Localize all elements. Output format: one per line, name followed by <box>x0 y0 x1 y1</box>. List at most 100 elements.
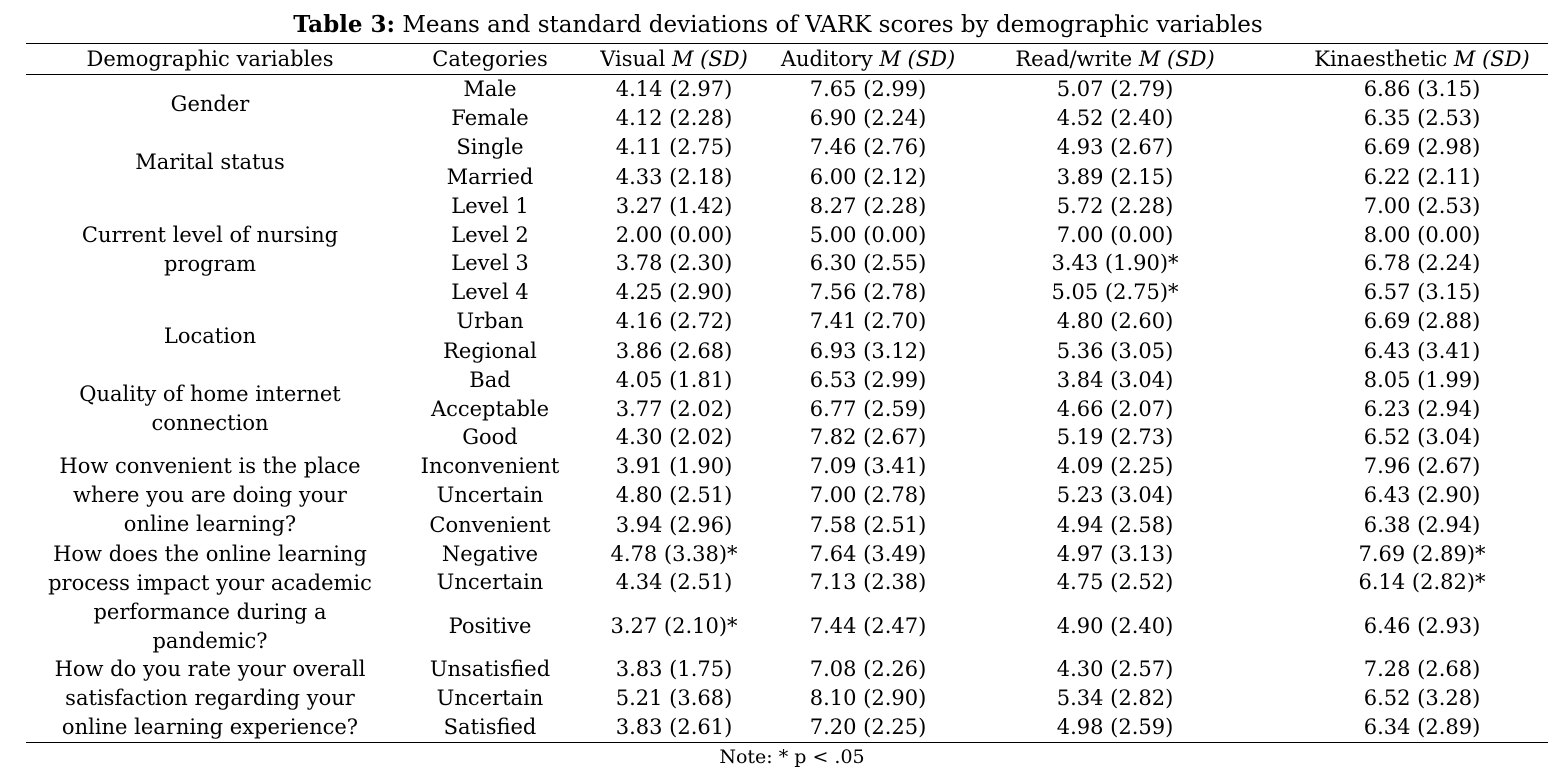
visual-score-cell: 3.94 (2.96) <box>615 513 733 537</box>
category-cell: Unsatisfied <box>429 657 551 681</box>
kinaesthetic-score-cell: 6.23 (2.94) <box>1363 397 1481 421</box>
auditory-score-cell: 6.77 (2.59) <box>809 397 927 421</box>
visual-score-cell: 2.00 (0.00) <box>615 223 733 247</box>
readwrite-score-cell: 7.00 (0.00) <box>1056 223 1174 247</box>
category-cell: Uncertain <box>436 570 544 594</box>
auditory-score-cell: 7.46 (2.76) <box>809 135 927 159</box>
auditory-score-cell: 7.20 (2.25) <box>809 715 927 739</box>
visual-score-cell: 4.16 (2.72) <box>615 309 733 333</box>
column-header-label: Read/write <box>1015 47 1139 71</box>
category-cell: Uncertain <box>436 686 544 710</box>
kinaesthetic-score-cell: 6.43 (3.41) <box>1363 339 1481 363</box>
category-cell: Positive <box>448 614 532 638</box>
auditory-score-cell: 5.00 (0.00) <box>809 223 927 247</box>
visual-score-cell: 4.78 (3.38)* <box>610 542 738 566</box>
visual-score-cell: 3.91 (1.90) <box>615 454 733 478</box>
visual-score-cell: 3.77 (2.02) <box>615 397 733 421</box>
kinaesthetic-score-cell: 6.46 (2.93) <box>1363 614 1481 638</box>
column-header-label: Visual <box>600 47 672 71</box>
category-cell: Level 3 <box>451 251 529 275</box>
column-header-stat-label: M (SD) <box>1138 47 1215 71</box>
column-header: Demographic variables <box>87 45 334 74</box>
column-header: Visual M (SD) <box>600 45 748 74</box>
demographic-variable-label: How do you rate your overall satisfaction… <box>55 655 366 742</box>
category-cell: Uncertain <box>436 483 544 507</box>
auditory-score-cell: 7.09 (3.41) <box>809 454 927 478</box>
category-cell: Convenient <box>429 513 551 537</box>
readwrite-score-cell: 5.72 (2.28) <box>1056 194 1174 218</box>
auditory-score-cell: 7.56 (2.78) <box>809 280 927 304</box>
column-header-stat-label: M (SD) <box>1453 47 1530 71</box>
visual-score-cell: 3.78 (2.30) <box>615 251 733 275</box>
auditory-score-cell: 7.82 (2.67) <box>809 425 927 449</box>
column-header-stat-label: M (SD) <box>671 47 748 71</box>
auditory-score-cell: 7.65 (2.99) <box>809 77 927 101</box>
category-cell: Regional <box>443 339 537 363</box>
readwrite-score-cell: 4.98 (2.59) <box>1056 715 1174 739</box>
readwrite-score-cell: 5.23 (3.04) <box>1056 483 1174 507</box>
category-cell: Urban <box>456 309 524 333</box>
table-caption: Table 3: Means and standard deviations o… <box>0 10 1556 40</box>
category-cell: Level 1 <box>451 194 529 218</box>
demographic-variable-label: Gender <box>171 90 250 119</box>
kinaesthetic-score-cell: 6.35 (2.53) <box>1363 106 1481 130</box>
demographic-variable-line: Location <box>163 324 257 348</box>
auditory-score-cell: 7.13 (2.38) <box>809 570 927 594</box>
category-cell: Level 4 <box>451 280 529 304</box>
readwrite-score-cell: 4.80 (2.60) <box>1056 309 1174 333</box>
readwrite-score-cell: 3.89 (2.15) <box>1056 165 1174 189</box>
visual-score-cell: 5.21 (3.68) <box>615 686 733 710</box>
readwrite-score-cell: 5.05 (2.75)* <box>1051 280 1179 304</box>
demographic-variable-line: Quality of home internet <box>79 382 341 406</box>
visual-score-cell: 4.12 (2.28) <box>615 106 733 130</box>
readwrite-score-cell: 3.84 (3.04) <box>1056 368 1174 392</box>
auditory-score-cell: 6.00 (2.12) <box>809 165 927 189</box>
column-header: Read/write M (SD) <box>1015 45 1214 74</box>
demographic-variable-line: Current level of nursing <box>81 223 339 247</box>
table-top-rule <box>26 43 1548 44</box>
visual-score-cell: 4.05 (1.81) <box>615 368 733 392</box>
demographic-variable-label: Current level of nursing program <box>82 221 338 279</box>
readwrite-score-cell: 5.34 (2.82) <box>1056 686 1174 710</box>
demographic-variable-line: How does the online learning <box>53 542 367 566</box>
table-bottom-rule <box>26 742 1548 743</box>
demographic-variable-label: Marital status <box>135 148 285 177</box>
demographic-variable-line: How convenient is the place <box>59 454 361 478</box>
table-header-rule <box>26 74 1548 75</box>
kinaesthetic-score-cell: 6.38 (2.94) <box>1363 513 1481 537</box>
auditory-score-cell: 6.93 (3.12) <box>809 339 927 363</box>
kinaesthetic-score-cell: 6.52 (3.04) <box>1363 425 1481 449</box>
demographic-variable-line: How do you rate your overall <box>54 657 366 681</box>
readwrite-score-cell: 4.52 (2.40) <box>1056 106 1174 130</box>
visual-score-cell: 4.33 (2.18) <box>615 165 733 189</box>
kinaesthetic-score-cell: 6.52 (3.28) <box>1363 686 1481 710</box>
category-cell: Single <box>456 135 524 159</box>
demographic-variable-line: satisfaction regarding your <box>65 686 355 710</box>
demographic-variable-line: pandemic? <box>152 629 268 653</box>
table-caption-text: Means and standard deviations of VARK sc… <box>395 12 1263 38</box>
demographic-variable-label: How does the online learning process impa… <box>48 540 372 656</box>
readwrite-score-cell: 4.94 (2.58) <box>1056 513 1174 537</box>
category-cell: Inconvenient <box>420 454 560 478</box>
readwrite-score-cell: 4.93 (2.67) <box>1056 135 1174 159</box>
column-header: Kinaesthetic M (SD) <box>1314 45 1529 74</box>
demographic-variable-line: where you are doing your <box>73 483 347 507</box>
kinaesthetic-score-cell: 6.57 (3.15) <box>1363 280 1481 304</box>
auditory-score-cell: 7.00 (2.78) <box>809 483 927 507</box>
category-cell: Acceptable <box>430 397 550 421</box>
category-cell: Married <box>446 165 534 189</box>
readwrite-score-cell: 5.36 (3.05) <box>1056 339 1174 363</box>
category-cell: Negative <box>441 542 539 566</box>
column-header-stat-label: M (SD) <box>879 47 956 71</box>
auditory-score-cell: 8.27 (2.28) <box>809 194 927 218</box>
auditory-score-cell: 7.58 (2.51) <box>809 513 927 537</box>
demographic-variable-line: program <box>163 252 257 276</box>
visual-score-cell: 4.34 (2.51) <box>615 570 733 594</box>
category-cell: Male <box>463 77 517 101</box>
demographic-variable-line: performance during a <box>93 600 327 624</box>
kinaesthetic-score-cell: 7.96 (2.67) <box>1363 454 1481 478</box>
readwrite-score-cell: 5.19 (2.73) <box>1056 425 1174 449</box>
demographic-variable-line: connection <box>151 411 269 435</box>
auditory-score-cell: 7.64 (3.49) <box>809 542 927 566</box>
category-cell: Level 2 <box>451 223 529 247</box>
